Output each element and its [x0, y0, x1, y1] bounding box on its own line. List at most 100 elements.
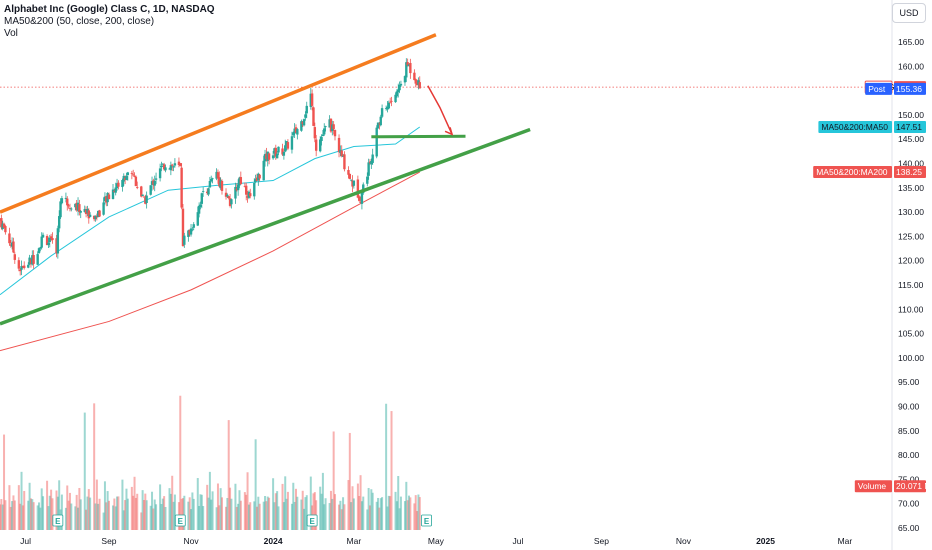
candle-body [74, 203, 77, 208]
x-tick-label: Mar [838, 536, 853, 546]
volume-bar [153, 499, 156, 530]
volume-bar [406, 500, 409, 530]
volume-bar [379, 498, 382, 530]
candle-body [220, 180, 224, 191]
volume-bar [381, 497, 384, 530]
price-tag-value-box [894, 480, 926, 493]
channel-upper-line [0, 33, 437, 214]
volume-bar [83, 412, 86, 530]
volume-bar [351, 486, 354, 530]
volume-bar [284, 476, 287, 530]
candle-body [164, 167, 167, 171]
candle-body [310, 93, 314, 106]
candle-body [55, 238, 58, 254]
candle-body [142, 196, 146, 198]
candle-body [76, 202, 80, 211]
candle-body [394, 94, 397, 103]
volume-bar [107, 500, 110, 530]
volume-bar [286, 491, 289, 530]
candle-body [136, 187, 139, 188]
volume-bar [42, 496, 45, 530]
currency-button[interactable]: USD [892, 3, 926, 23]
volume-bar [121, 479, 124, 530]
candle-body [208, 180, 212, 188]
volume-bar [168, 488, 171, 530]
candle-body [249, 193, 252, 197]
candle-body [380, 108, 384, 117]
volume-bar [294, 488, 297, 530]
symbol-title[interactable]: Alphabet Inc (Google) Class C, 1D, NASDA… [4, 4, 215, 15]
volume-bar [142, 500, 145, 530]
volume-bar [67, 500, 70, 530]
volume-bar [254, 439, 257, 530]
volume-bar [46, 480, 49, 530]
volume-bar [190, 509, 193, 530]
candle-body [23, 265, 26, 269]
earnings-marker-label: E [55, 517, 61, 526]
candle-body [122, 175, 125, 182]
volume-bar [31, 499, 34, 530]
candle-body [95, 216, 99, 218]
volume-bar [87, 489, 90, 530]
volume-bar [196, 478, 199, 530]
volume-bar [339, 500, 342, 530]
volume-bar [141, 490, 144, 530]
candle-body [94, 215, 97, 220]
candle-body [205, 191, 209, 194]
candle-body [390, 100, 393, 102]
candle-body [171, 164, 174, 166]
candle-body [395, 91, 399, 97]
volume-bar [38, 502, 41, 530]
candle-body [305, 105, 308, 114]
earnings-marker-label: E [178, 517, 184, 526]
volume-bar [29, 498, 32, 530]
volume-bar [102, 512, 105, 530]
volume-bar [285, 498, 288, 530]
volume-bar [262, 501, 265, 530]
volume-bar [1, 504, 4, 530]
y-tick-label: 140.00 [898, 159, 924, 169]
volume-bar [245, 494, 248, 530]
earnings-marker [52, 514, 64, 527]
volume-bar [394, 491, 397, 530]
volume-bar [68, 492, 71, 530]
price-tag-label: Volume [858, 481, 887, 491]
candle-body [339, 149, 342, 153]
candle-body [386, 106, 389, 110]
volume-bar [272, 478, 275, 530]
volume-bar [199, 494, 202, 530]
y-tick-label: 85.00 [898, 426, 920, 436]
candle-body [9, 244, 12, 246]
volume-bar [390, 411, 393, 530]
earnings-marker-label: E [424, 517, 430, 526]
candle-body [286, 142, 290, 149]
volume-bar [125, 488, 128, 530]
candle-body [21, 265, 25, 267]
indicator-label[interactable]: MA50&200 (50, close, 200, close) [4, 16, 155, 27]
candle-body [218, 177, 221, 187]
volume-bar [130, 486, 133, 530]
volume-bar [155, 504, 158, 530]
volume-bar [97, 503, 100, 530]
candle-body [236, 184, 240, 191]
candle-body [114, 187, 117, 193]
candle-body [125, 176, 128, 181]
candle-body [413, 72, 416, 81]
candle-body [161, 163, 164, 165]
volume-bar [98, 498, 101, 530]
y-tick-label: 145.00 [898, 134, 924, 144]
volume-indicator-label[interactable]: Vol [4, 28, 18, 39]
candle-body [246, 196, 249, 198]
volume-bar [103, 481, 106, 530]
candle-body [332, 124, 335, 130]
candle-body [319, 139, 322, 152]
volume-bar [163, 496, 166, 530]
volume-bar [352, 498, 355, 530]
candle-body [172, 166, 175, 168]
candle-body [56, 228, 60, 254]
candle-body [337, 137, 341, 153]
volume-bar [48, 495, 51, 530]
y-tick-label: 165.00 [898, 37, 924, 47]
candle-body [224, 192, 228, 197]
